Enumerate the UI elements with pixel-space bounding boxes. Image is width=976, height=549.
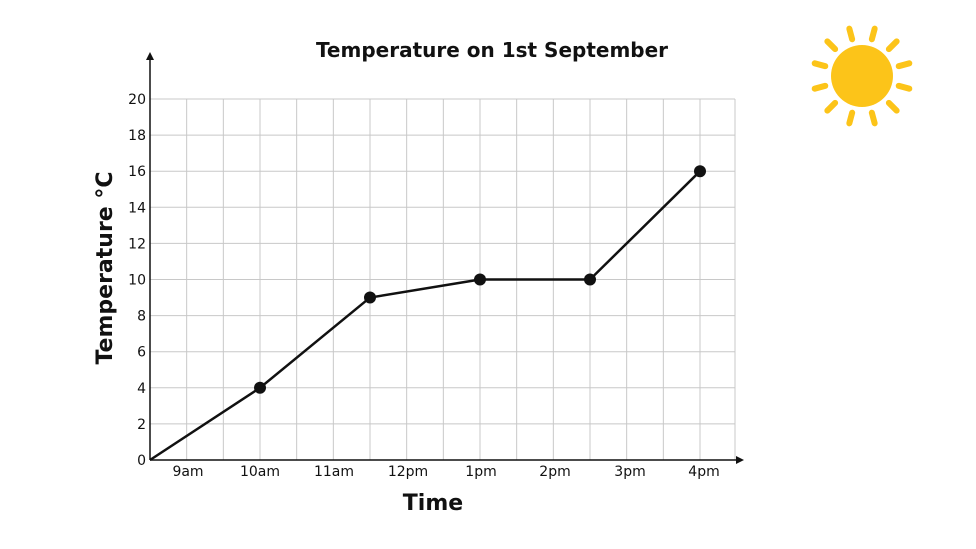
sun-ray [868,25,878,43]
sun-ray [895,60,913,70]
y-tick-label: 16 [128,164,146,180]
data-point [694,165,706,178]
sun-rays [811,25,913,127]
y-tick-label: 14 [128,200,146,216]
y-tick-label: 12 [128,236,146,252]
sun-ray [868,109,878,127]
x-tick-label: 9am [172,464,203,480]
x-tick-label: 11am [314,464,354,480]
x-axis-arrow [736,456,744,464]
data-point [254,381,266,394]
x-tick-label: 10am [240,464,280,480]
y-tick-label: 10 [128,273,146,289]
sun-ray [846,25,856,43]
x-tick-label: 12pm [388,464,428,480]
sun-ray [885,99,900,114]
chart-title: Temperature on 1st September [316,38,668,62]
series-line [149,170,701,462]
sun-ray [895,82,913,92]
y-tick-label: 6 [137,345,146,361]
data-point [474,273,486,286]
x-tick-label: 1pm [465,464,496,480]
x-tick-labels: 9am 10am 11am 12pm 1pm 2pm 3pm 4pm [172,464,719,480]
axes [146,52,744,464]
x-axis-title: Time [403,491,463,516]
y-tick-label: 20 [128,92,146,108]
sun-disc [831,45,893,107]
y-tick-label: 8 [137,309,146,325]
x-tick-label: 3pm [614,464,645,480]
y-tick-label: 4 [137,381,146,397]
y-tick-label: 18 [128,128,146,144]
sun-icon [811,25,913,127]
sun-ray [885,38,900,53]
sun-ray [824,99,839,114]
sun-ray [811,82,829,92]
y-axis-title: Temperature °C [93,171,118,364]
y-tick-labels: 0 2 4 6 8 10 12 14 16 18 20 [128,92,146,469]
series [149,165,706,462]
y-tick-label: 0 [137,453,146,469]
grid [150,98,736,460]
sun-ray [811,60,829,70]
data-point [364,291,376,304]
sun-ray [846,109,856,127]
sun-ray [824,38,839,53]
y-tick-label: 2 [137,417,146,433]
x-tick-label: 4pm [688,464,719,480]
x-tick-label: 2pm [539,464,570,480]
y-axis-arrow [146,52,154,60]
data-point [584,273,596,286]
